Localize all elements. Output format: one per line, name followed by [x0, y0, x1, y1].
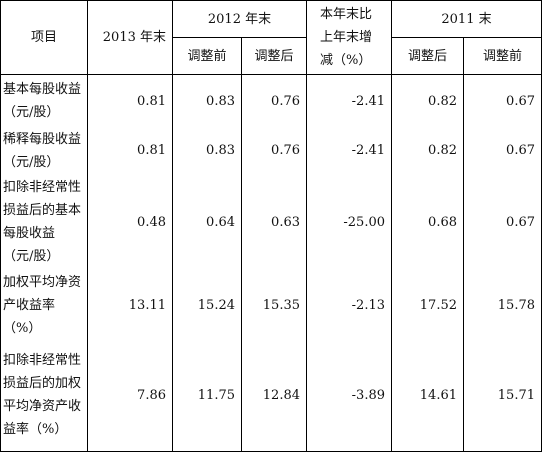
value-cell: 0.67	[463, 74, 542, 128]
header-cell: 调整后	[391, 37, 464, 75]
header-cell: 2011 末	[391, 0, 542, 38]
value-cell: -2.13	[306, 270, 392, 340]
value-cell: 0.67	[463, 173, 542, 271]
value-cell: 17.52	[391, 270, 464, 340]
value-cell: 0.83	[172, 127, 242, 174]
header-text: 本年末比上年末增减（%）	[320, 7, 373, 68]
table-body: 基本每股收益（元/股） 0.81 0.83 0.76 -2.41 0.82 0.67 稀释每股…	[0, 74, 542, 452]
row-label: 扣除非经常性损益后的加权平均净资产收益率（%）	[0, 339, 88, 452]
value-cell: -3.89	[306, 339, 392, 452]
header-cell: 2012 年末	[172, 0, 307, 38]
row-label: 稀释每股收益（元/股）	[0, 127, 88, 174]
row-label: 扣除非经常性损益后的基本每股收益（元/股）	[0, 173, 88, 271]
table-row: 扣除非经常性损益后的基本每股收益（元/股） 0.48 0.64 0.63 -25.00 0…	[0, 173, 542, 271]
value-cell: 15.35	[241, 270, 307, 340]
value-cell: 14.61	[391, 339, 464, 452]
value-cell: 0.63	[241, 173, 307, 271]
header-cell: 调整前	[463, 37, 542, 75]
table-row: 扣除非经常性损益后的加权平均净资产收益率（%） 7.86 11.75 12.84 -3.…	[0, 339, 542, 452]
value-cell: 0.67	[463, 127, 542, 174]
value-cell: -2.41	[306, 74, 392, 128]
value-cell: 7.86	[87, 339, 173, 452]
value-cell: 0.83	[172, 74, 242, 128]
value-cell: 15.71	[463, 339, 542, 452]
value-cell: 0.81	[87, 74, 173, 128]
value-cell: 12.84	[241, 339, 307, 452]
value-cell: 0.68	[391, 173, 464, 271]
header-cell: 项目	[0, 0, 88, 75]
table-row: 加权平均净资产收益率（%） 13.11 15.24 15.35 -2.13 17.52 15…	[0, 270, 542, 340]
value-cell: 15.78	[463, 270, 542, 340]
header-cell: 2013 年末	[87, 0, 173, 75]
value-cell: 0.82	[391, 127, 464, 174]
value-cell: 0.48	[87, 173, 173, 271]
value-cell: 0.76	[241, 127, 307, 174]
value-cell: 13.11	[87, 270, 173, 340]
value-cell: 0.64	[172, 173, 242, 271]
header-cell: 本年末比上年末增减（%）	[306, 0, 392, 75]
table-row: 稀释每股收益（元/股） 0.81 0.83 0.76 -2.41 0.82 0.67	[0, 127, 542, 174]
row-label: 基本每股收益（元/股）	[0, 74, 88, 128]
row-label: 加权平均净资产收益率（%）	[0, 270, 88, 340]
value-cell: 11.75	[172, 339, 242, 452]
table-row: 基本每股收益（元/股） 0.81 0.83 0.76 -2.41 0.82 0.67	[0, 74, 542, 128]
value-cell: 0.81	[87, 127, 173, 174]
value-cell: -25.00	[306, 173, 392, 271]
value-cell: -2.41	[306, 127, 392, 174]
value-cell: 15.24	[172, 270, 242, 340]
value-cell: 0.82	[391, 74, 464, 128]
value-cell: 0.76	[241, 74, 307, 128]
header-cell: 调整前	[172, 37, 242, 75]
header-cell: 调整后	[241, 37, 307, 75]
